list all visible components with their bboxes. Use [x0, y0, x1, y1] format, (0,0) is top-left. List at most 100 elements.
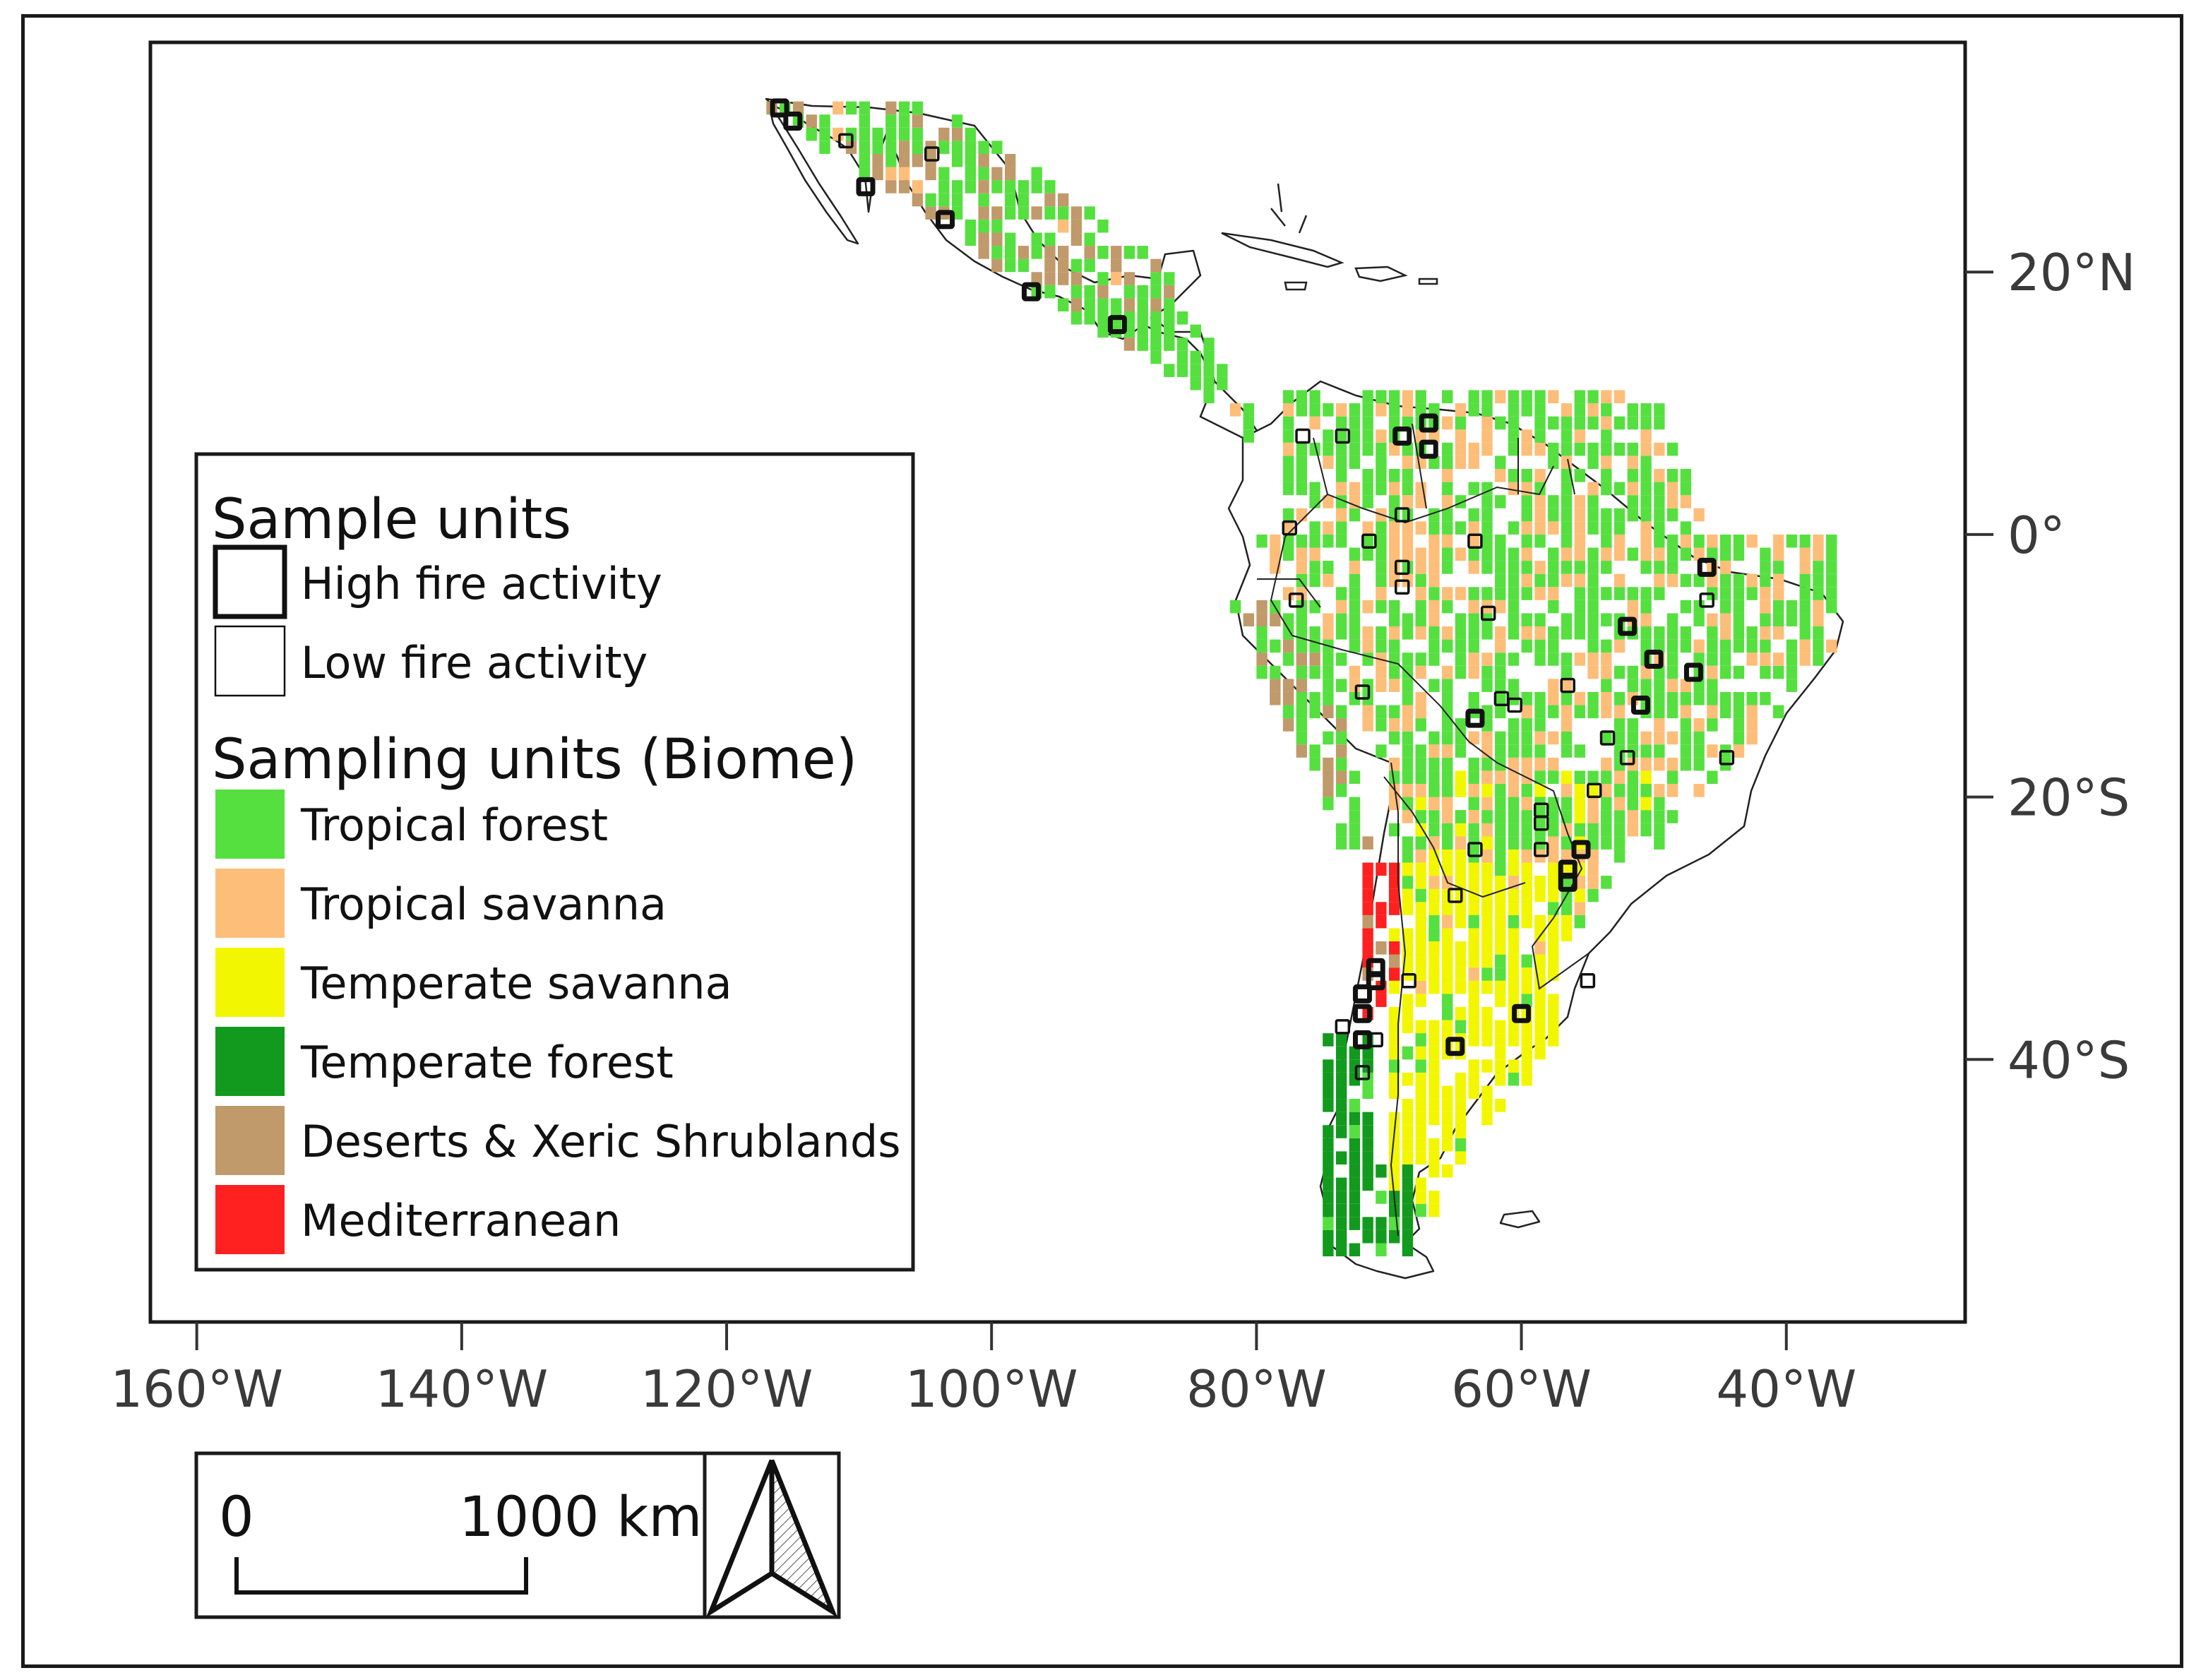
- biome-cell: [1548, 455, 1559, 469]
- biome-cell: [1402, 403, 1414, 417]
- legend-temperate-forest-swatch: [215, 1027, 285, 1096]
- biome-cell: [1044, 285, 1056, 299]
- biome-cell: [978, 219, 989, 233]
- biome-cell: [1495, 1046, 1506, 1060]
- biome-cell: [1508, 849, 1520, 863]
- biome-cell: [1521, 744, 1532, 758]
- biome-cell: [1481, 1085, 1493, 1100]
- biome-cell: [1270, 679, 1281, 692]
- biome-cell: [1388, 718, 1400, 732]
- biome-cell: [1428, 613, 1440, 627]
- biome-cell: [1164, 338, 1175, 351]
- biome-cell: [1495, 770, 1506, 785]
- biome-cell: [1561, 455, 1573, 469]
- biome-cell: [1296, 691, 1308, 705]
- biome-cell: [1548, 1033, 1559, 1047]
- biome-cell: [1388, 757, 1400, 771]
- biome-cell: [1627, 731, 1639, 745]
- biome-cell: [1654, 705, 1665, 719]
- biome-cell: [1428, 915, 1440, 929]
- biome-cell: [885, 180, 897, 193]
- biome-cell: [978, 232, 989, 246]
- sample-unit-low-fire: [1282, 520, 1298, 536]
- biome-cell: [1826, 587, 1837, 600]
- biome-cell: [1309, 691, 1320, 705]
- biome-cell: [1521, 915, 1532, 929]
- biome-cell: [1428, 862, 1440, 876]
- biome-cell: [1455, 744, 1467, 758]
- biome-cell: [1058, 219, 1069, 233]
- biome-cell: [1044, 232, 1056, 246]
- biome-cell: [1164, 272, 1175, 285]
- biome-cell: [1137, 311, 1148, 325]
- biome-cell: [951, 153, 963, 167]
- biome-cell: [1455, 784, 1467, 797]
- biome-cell: [1640, 679, 1652, 692]
- biome-cell: [1481, 508, 1493, 522]
- sample-unit-low-fire: [1448, 888, 1463, 903]
- biome-cell: [1428, 744, 1440, 758]
- biome-cell: [1574, 561, 1585, 574]
- biome-cell: [1468, 547, 1479, 561]
- biome-cell: [1481, 915, 1493, 929]
- biome-cell: [1548, 600, 1559, 614]
- biome-cell: [1614, 442, 1626, 456]
- biome-cell: [978, 153, 989, 167]
- biome-cell: [1335, 1191, 1347, 1204]
- biome-cell: [1534, 653, 1546, 666]
- biome-cell: [1376, 862, 1387, 876]
- biome-cell: [1270, 534, 1281, 548]
- biome-cell: [1587, 390, 1599, 404]
- biome-cell: [1574, 390, 1585, 404]
- biome-cell: [1627, 665, 1639, 679]
- biome-cell: [912, 114, 924, 128]
- biome-cell: [1150, 311, 1162, 325]
- biome-cell: [1442, 718, 1453, 732]
- biome-cell: [1799, 626, 1811, 640]
- biome-cell: [1508, 482, 1520, 496]
- biome-cell: [1666, 495, 1678, 508]
- biome-cell: [1388, 1085, 1400, 1100]
- biome-cell: [1349, 482, 1361, 496]
- sample-unit-low-fire: [838, 133, 854, 149]
- biome-cell: [912, 153, 924, 167]
- biome-cell: [1534, 705, 1546, 719]
- biome-cell: [978, 167, 989, 181]
- biome-cell: [1481, 980, 1493, 994]
- biome-cell: [1282, 691, 1294, 705]
- biome-cell: [1521, 902, 1532, 915]
- biome-cell: [1388, 1059, 1400, 1073]
- biome-cell: [1693, 639, 1705, 653]
- biome-cell: [1442, 705, 1453, 719]
- biome-cell: [1323, 613, 1334, 627]
- sample-unit-low-fire: [1560, 677, 1575, 693]
- biome-cell: [1415, 1177, 1426, 1191]
- biome-cell: [1296, 390, 1308, 404]
- biome-cell: [1508, 902, 1520, 915]
- biome-cell: [1495, 600, 1506, 614]
- biome-cell: [1335, 757, 1347, 771]
- biome-cell: [1587, 416, 1599, 430]
- biome-cell: [1614, 836, 1626, 850]
- biome-cell: [1521, 876, 1532, 889]
- biome-cell: [1574, 403, 1585, 417]
- biome-cell: [1614, 416, 1626, 430]
- biome-cell: [938, 141, 950, 154]
- biome-cell: [1521, 731, 1532, 745]
- biome-cell: [1574, 416, 1585, 430]
- biome-cell: [1428, 757, 1440, 771]
- biome-cell: [1415, 757, 1426, 771]
- biome-cell: [1574, 784, 1585, 797]
- biome-cell: [1323, 1164, 1334, 1178]
- biome-cell: [1534, 954, 1546, 968]
- biome-cell: [1627, 587, 1639, 600]
- biome-cell: [1627, 600, 1639, 614]
- biome-cell: [1309, 547, 1320, 561]
- biome-cell: [1548, 770, 1559, 785]
- biome-cell: [1335, 836, 1347, 850]
- biome-cell: [1719, 613, 1731, 627]
- biome-cell: [1282, 534, 1294, 548]
- biome-cell: [1508, 784, 1520, 797]
- biome-cell: [1654, 823, 1665, 837]
- biome-cell: [1402, 836, 1414, 850]
